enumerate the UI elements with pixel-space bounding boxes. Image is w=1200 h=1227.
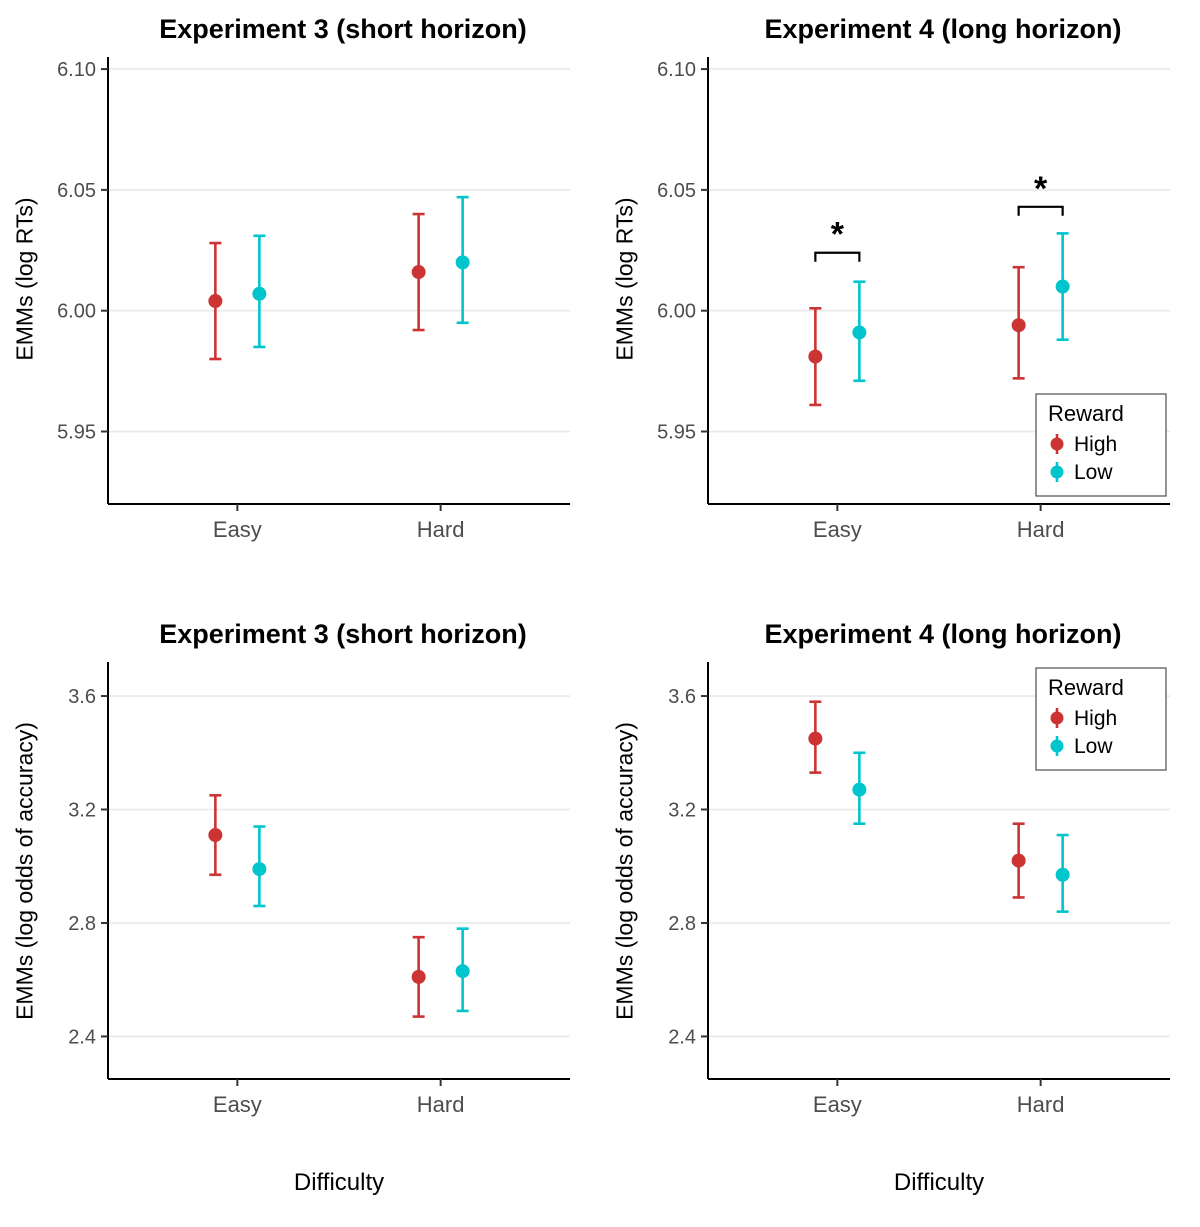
svg-text:High: High: [1074, 433, 1117, 456]
panel-exp4-rt: Experiment 4 (long horizon) EMMs (log RT…: [600, 0, 1200, 585]
svg-text:Hard: Hard: [417, 517, 465, 542]
svg-text:Hard: Hard: [1017, 1092, 1065, 1117]
svg-text:3.2: 3.2: [668, 800, 696, 822]
panel-exp4-accuracy: Experiment 4 (long horizon) EMMs (log od…: [600, 585, 1200, 1145]
x-axis-title-left: Difficulty: [293, 1169, 385, 1196]
svg-text:3.6: 3.6: [668, 686, 696, 708]
svg-text:High: High: [1074, 707, 1117, 730]
svg-text:6.00: 6.00: [57, 301, 96, 323]
plot-row: EMMs (log RTs) 5.95 6.00 6.05 6.10 Easy Hard: [8, 47, 600, 552]
svg-text:*: *: [1034, 170, 1048, 208]
svg-text:Reward: Reward: [1048, 401, 1124, 426]
svg-text:5.95: 5.95: [57, 422, 96, 444]
plot-canvas-exp4-accuracy: 2.4 2.8 3.2 3.6 Easy Hard Reward High Low: [668, 662, 1170, 1117]
svg-text:Hard: Hard: [417, 1092, 465, 1117]
y-axis-label-container: EMMs (log odds of accuracy): [8, 652, 42, 1127]
svg-text:*: *: [831, 216, 845, 254]
y-axis-label-container: EMMs (log RTs): [8, 47, 42, 552]
y-axis-label-container: EMMs (log odds of accuracy): [608, 652, 642, 1127]
svg-text:6.10: 6.10: [57, 59, 96, 81]
plot-row: EMMs (log odds of accuracy) 2.4 2.8 3.2 3.6…: [8, 652, 600, 1127]
plot-row: EMMs (log RTs) 5.95 6.00 6.05 6.10 Easy Hard *…: [608, 47, 1200, 552]
panel-title: Experiment 3 (short horizon): [159, 619, 527, 649]
svg-text:Easy: Easy: [813, 517, 862, 542]
svg-text:Easy: Easy: [813, 1092, 862, 1117]
x-axis-title-right: Difficulty: [893, 1169, 985, 1196]
plot-canvas-exp3-rt: 5.95 6.00 6.05 6.10 Easy Hard: [57, 57, 570, 542]
svg-text:6.10: 6.10: [657, 59, 696, 81]
y-axis-label: EMMs (log odds of accuracy): [11, 721, 38, 1020]
svg-text:Low: Low: [1074, 735, 1113, 758]
y-axis-label: EMMs (log RTs): [611, 197, 638, 361]
plot-row: EMMs (log odds of accuracy) 2.4 2.8 3.2 3.6…: [608, 652, 1200, 1127]
panel-title: Experiment 4 (long horizon): [764, 619, 1122, 649]
svg-text:6.05: 6.05: [657, 180, 696, 202]
svg-text:2.4: 2.4: [68, 1026, 96, 1048]
panel-exp3-accuracy: Experiment 3 (short horizon) EMMs (log o…: [0, 585, 600, 1145]
svg-text:5.95: 5.95: [657, 422, 696, 444]
svg-text:Easy: Easy: [213, 517, 262, 542]
panel-title: Experiment 3 (short horizon): [159, 14, 527, 44]
svg-text:6.05: 6.05: [57, 180, 96, 202]
panel-exp3-rt: Experiment 3 (short horizon) EMMs (log R…: [0, 0, 600, 585]
plot-canvas-exp3-accuracy: 2.4 2.8 3.2 3.6 Easy Hard: [68, 662, 570, 1117]
svg-text:Low: Low: [1074, 461, 1113, 484]
svg-text:Easy: Easy: [213, 1092, 262, 1117]
svg-text:6.00: 6.00: [657, 301, 696, 323]
svg-text:Reward: Reward: [1048, 675, 1124, 700]
svg-text:Hard: Hard: [1017, 517, 1065, 542]
y-axis-label-container: EMMs (log RTs): [608, 47, 642, 552]
svg-text:3.6: 3.6: [68, 686, 96, 708]
panel-title: Experiment 4 (long horizon): [764, 14, 1122, 44]
y-axis-label: EMMs (log odds of accuracy): [611, 721, 638, 1020]
svg-text:2.4: 2.4: [668, 1026, 696, 1048]
svg-text:2.8: 2.8: [68, 913, 96, 935]
svg-text:3.2: 3.2: [68, 800, 96, 822]
y-axis-label: EMMs (log RTs): [11, 197, 38, 361]
plot-canvas-exp4-rt: 5.95 6.00 6.05 6.10 Easy Hard * * Reward High Low: [657, 57, 1170, 542]
svg-text:2.8: 2.8: [668, 913, 696, 935]
